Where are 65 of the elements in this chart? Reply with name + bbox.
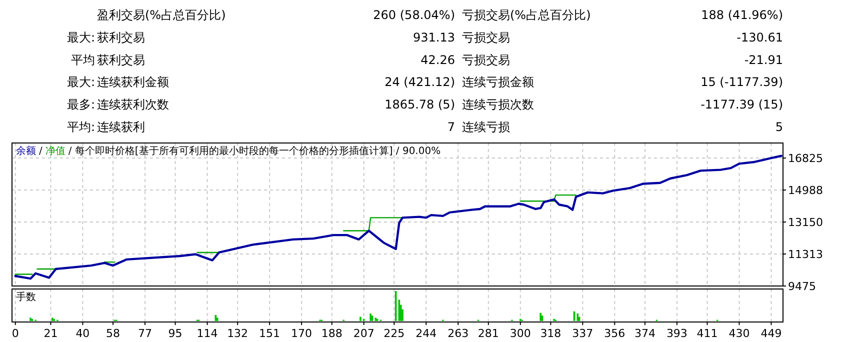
x-tick-label: 263 — [448, 327, 469, 340]
text: 260 (58.04%) — [373, 8, 455, 22]
x-tick-label: 430 — [728, 327, 750, 340]
text: 最大: — [66, 30, 95, 44]
x-tick-label: 21 — [44, 327, 58, 340]
text: 1865.78 (5) — [384, 98, 455, 112]
x-tick-label: 188 — [321, 327, 342, 340]
chart-title: / 每个即时价格[基于所有可利用的最小时段的每一个价格的分形插值计算] / 90.00% — [68, 145, 441, 157]
x-tick-label: 95 — [168, 327, 182, 340]
annotation: / — [39, 146, 43, 157]
x-tick-label: 300 — [510, 327, 531, 340]
text: 连续获利次数 — [97, 98, 169, 112]
x-tick-label: 393 — [666, 327, 688, 340]
chart-title: 手数 — [16, 291, 36, 303]
x-tick-label: 0 — [12, 327, 19, 340]
text: -21.91 — [744, 52, 783, 67]
x-tick-label: 318 — [540, 327, 562, 340]
text: 24 (421.12) — [384, 75, 455, 90]
text: 连续亏损金额 — [462, 75, 534, 90]
x-tick-label: 77 — [138, 327, 152, 340]
text: 最多: — [66, 98, 95, 112]
x-tick-label: 225 — [384, 327, 405, 340]
x-tick-label: 411 — [696, 327, 718, 340]
text: 净值 — [45, 145, 66, 157]
text: -1177.39 (15) — [700, 98, 783, 112]
text: 平均: — [66, 120, 95, 134]
text: 连续亏损 — [462, 120, 510, 134]
text: 亏损交易 — [462, 30, 510, 44]
y-tick-label: 13150 — [788, 216, 823, 230]
text: 188 (41.96%) — [701, 8, 783, 22]
x-tick-label: 337 — [572, 327, 594, 340]
x-tick-label: 449 — [760, 327, 782, 340]
y-tick-label: 9475 — [788, 280, 816, 293]
x-tick-label: 374 — [634, 327, 656, 340]
y-tick-label: 16825 — [788, 152, 823, 166]
text: 42.26 — [420, 52, 455, 67]
line-series — [14, 154, 782, 280]
text: -130.61 — [736, 30, 783, 44]
text: 5 — [775, 120, 783, 134]
y-tick-label: 11313 — [788, 248, 823, 262]
text: 盈利交易(%占总百分比) — [97, 8, 226, 22]
text: 亏损交易(%占总百分比) — [462, 8, 591, 22]
x-tick-label: 132 — [227, 327, 248, 340]
x-tick-label: 207 — [353, 327, 374, 340]
text: 亏损交易 — [462, 52, 510, 67]
text: 余额 — [16, 145, 36, 157]
text: 获利交易 — [97, 52, 145, 67]
text: 15 (-1177.39) — [700, 75, 783, 90]
x-tick-label: 281 — [478, 327, 499, 340]
x-tick-label: 151 — [259, 327, 280, 340]
text: 931.13 — [413, 30, 455, 44]
text: 连续获利 — [97, 120, 145, 134]
text: 连续获利金额 — [97, 75, 169, 90]
x-tick-label: 244 — [416, 327, 437, 340]
y-tick-label: 14988 — [788, 184, 823, 198]
x-tick-label: 40 — [76, 327, 90, 340]
x-tick-label: 170 — [291, 327, 312, 340]
x-tick-label: 58 — [106, 327, 120, 340]
text: 最大: — [66, 75, 95, 90]
x-tick-label: 114 — [196, 327, 218, 340]
text: 7 — [447, 120, 455, 134]
text: 平均 — [71, 52, 95, 67]
text: 获利交易 — [97, 30, 145, 44]
x-tick-label: 356 — [604, 327, 626, 340]
text: 连续亏损次数 — [462, 98, 534, 112]
